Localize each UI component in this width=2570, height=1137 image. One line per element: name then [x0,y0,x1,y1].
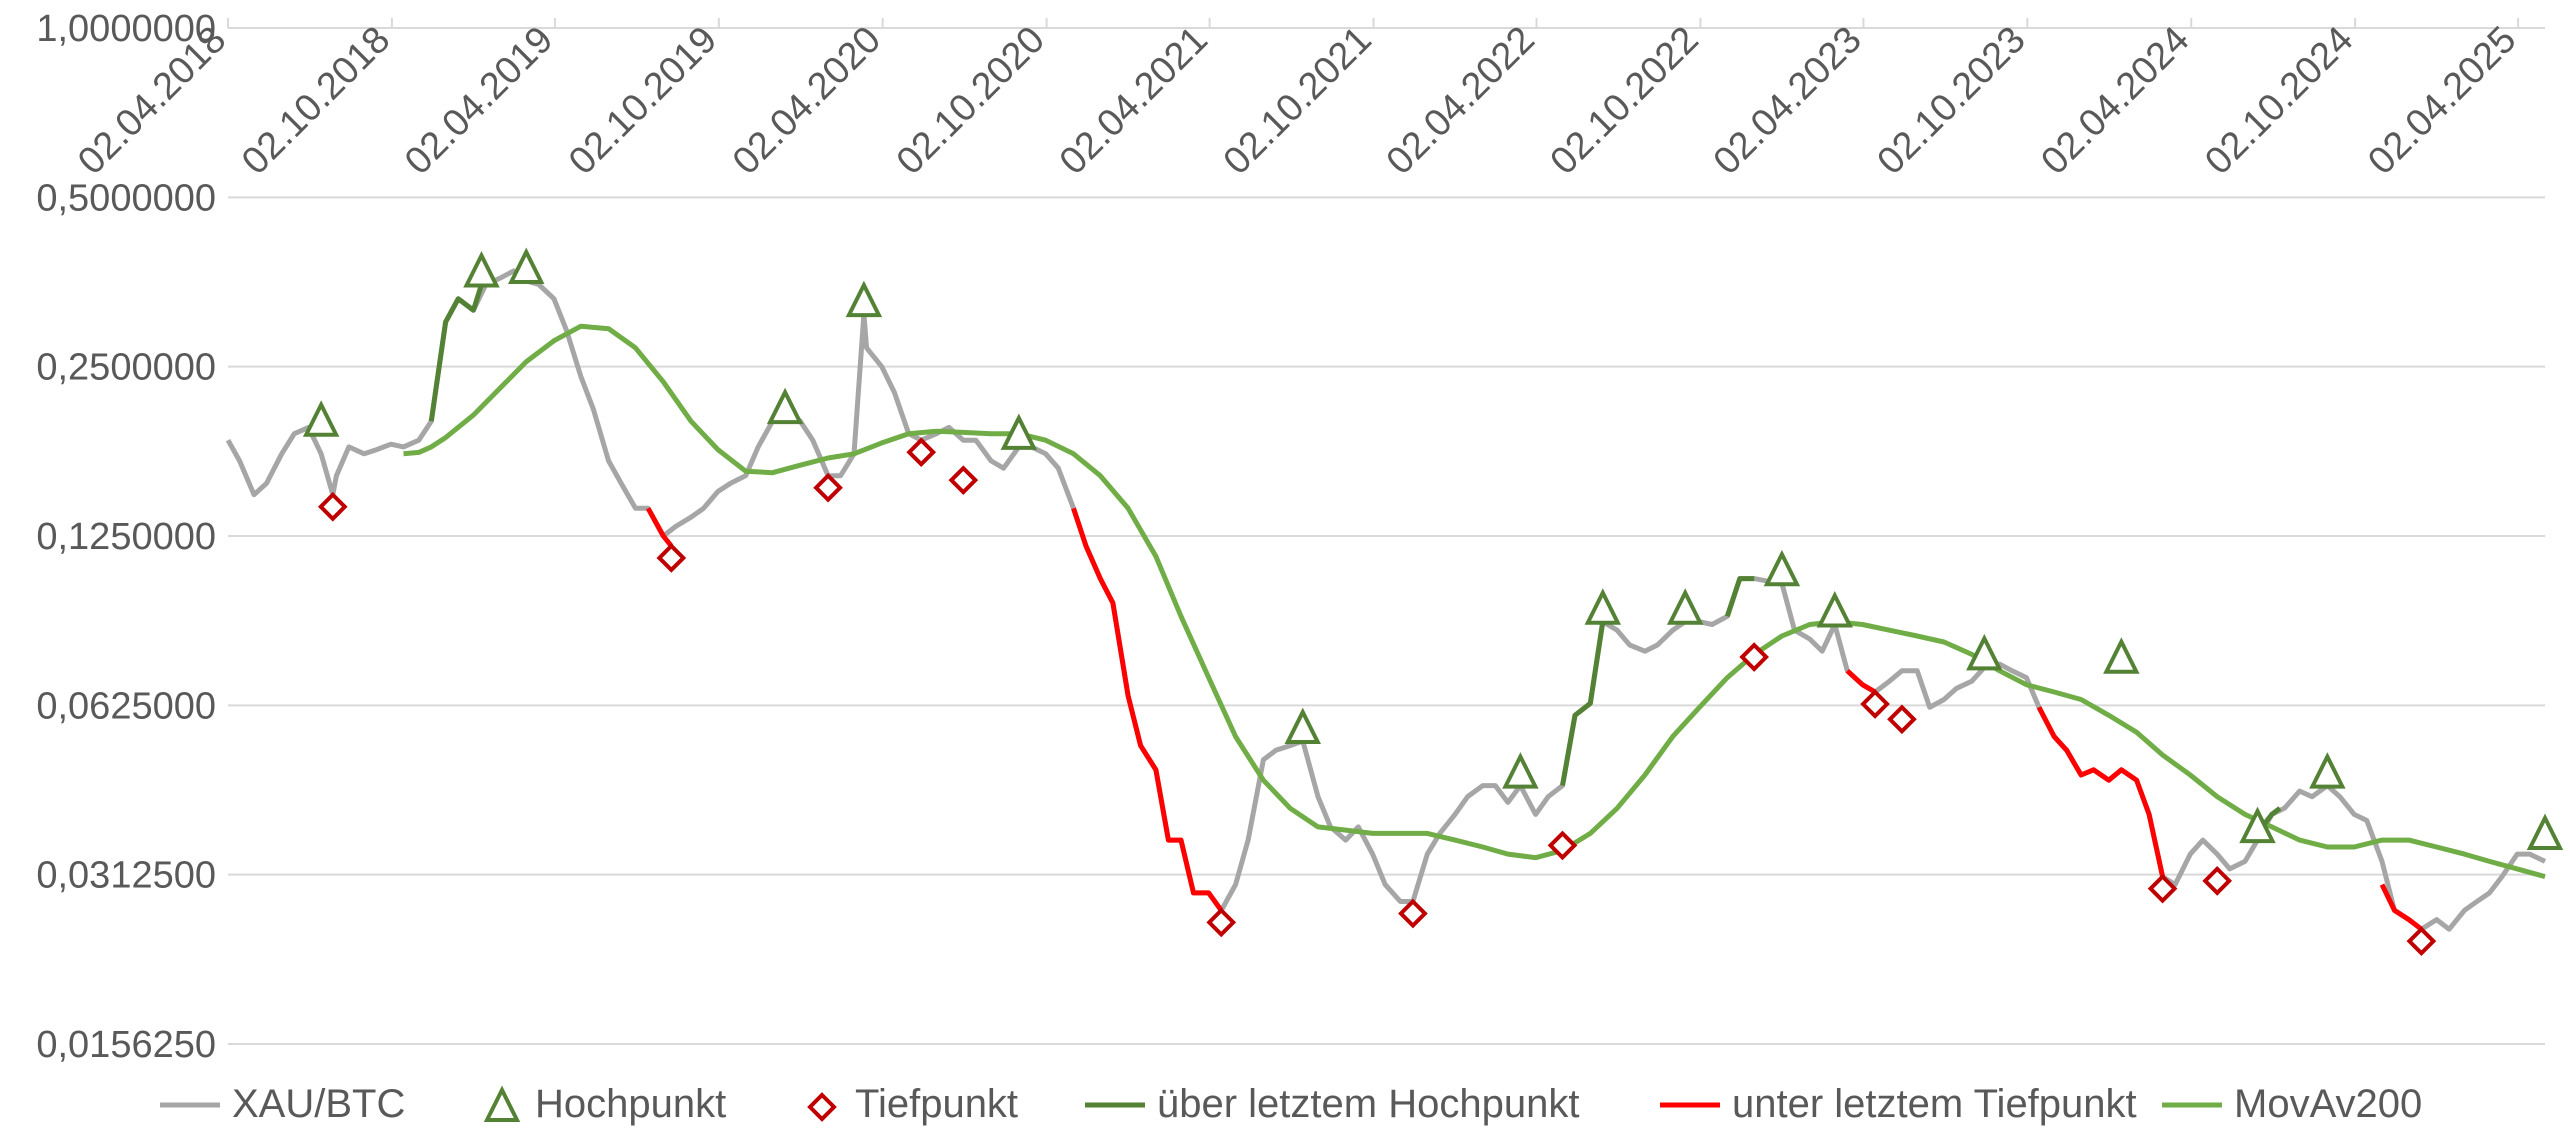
legend-label: Tiefpunkt [855,1082,1018,1126]
series-line-below-low [645,507,674,548]
series-line-below-low [1845,668,1877,695]
x-tick-label: 02.10.2024 [2197,19,2361,183]
y-axis-ticks: 1,0000000 0,5000000 0,2500000 0,1250000 0,06… [36,8,216,1066]
legend-label: über letztem Hochpunkt [1157,1082,1579,1126]
hochpunkt-marker [1502,752,1539,789]
tiefpunkt-marker [317,491,348,522]
legend-label: unter letztem Tiefpunkt [1732,1082,2137,1126]
x-tick-label: 02.04.2019 [397,19,561,183]
y-tick-label: 0,5000000 [36,177,216,219]
series-layer [225,268,2547,932]
y-tick-label: 0,1250000 [36,516,216,558]
hochpunkt-marker [508,247,545,285]
hochpunkt-marker [1284,707,1321,745]
hochpunkt-marker [2309,752,2346,789]
tiefpunkt-marker [2147,873,2178,904]
tiefpunkt-marker [1398,898,1428,929]
legend-item-price: XAU/BTC [160,1082,405,1126]
y-tick-label: 1,0000000 [36,8,216,50]
tiefpunkt-marker [906,437,937,468]
series-line-above-high [1560,621,1606,787]
series-line-below-low [2379,883,2423,932]
tiefpunkt-marker [948,465,979,496]
legend-label: Hochpunkt [535,1082,726,1126]
legend-label: MovAv200 [2234,1082,2422,1126]
series-line-above-high [1724,576,1755,618]
x-tick-label: 02.04.2021 [1052,19,1216,183]
legend-item-below_low: unter letztem Tiefpunkt [1660,1082,2137,1126]
series-line-below-low [1071,507,1224,912]
hochpunkt-marker [1966,633,2003,671]
tiefpunkt-marker [1206,907,1237,938]
x-tick-label: 02.10.2023 [1870,19,2034,183]
legend-label: XAU/BTC [232,1082,405,1126]
marker-layer [302,247,2564,957]
tiefpunkt-marker [1887,704,1917,735]
x-tick-label: 02.04.2025 [2360,19,2524,183]
legend-item-above_high: über letztem Hochpunkt [1085,1082,1579,1126]
series-line-above-high [428,283,484,422]
hochpunkt-marker [1584,588,1622,625]
hochpunkt-marker [2103,637,2140,674]
legend: XAU/BTC Hochpunkt Tiefpunkt über letztem Ho… [160,1082,2422,1126]
tiefpunkt-marker [1739,642,1769,672]
y-tick-label: 0,0312500 [36,855,216,897]
x-tick-label: 02.04.2023 [1706,19,1870,183]
x-tick-label: 02.10.2020 [889,19,1053,183]
tiefpunkt-marker [1547,830,1578,861]
tiefpunkt-marker [813,472,843,503]
y-tick-label: 0,0625000 [36,685,216,727]
series-line-movav200 [403,323,2546,880]
tiefpunkt-marker [656,543,687,573]
x-tick-label: 02.10.2022 [1543,19,1707,183]
legend-item-low: Tiefpunkt [807,1082,1018,1126]
y-tick-label: 0,2500000 [36,347,216,389]
x-tick-label: 02.04.2022 [1379,19,1543,183]
tiefpunkt-marker [1860,689,1890,719]
hochpunkt-marker [845,280,883,318]
hochpunkt-marker [2526,813,2564,850]
hochpunkt-marker [766,387,804,425]
x-tick-label: 02.10.2019 [561,19,725,183]
hochpunkt-marker [302,400,340,437]
grid-layer [228,27,2545,1045]
hochpunkt-marker [1816,591,1853,628]
legend-tiefpunkt-icon [807,1092,837,1122]
hochpunkt-marker [463,250,500,288]
series-line-xau-btc [225,268,2547,932]
hochpunkt-marker [1000,413,1038,450]
x-tick-label: 02.10.2018 [234,19,398,183]
x-tick-label: 02.04.2020 [725,19,889,183]
legend-item-movav: MovAv200 [2162,1082,2422,1126]
x-tick-label: 02.04.2024 [2033,19,2197,183]
tiefpunkt-marker [2406,926,2437,957]
series-line-below-low [2036,706,2166,878]
hochpunkt-marker [1666,588,1704,625]
tiefpunkt-marker [2202,866,2233,896]
legend-item-high: Hochpunkt [483,1082,726,1126]
hochpunkt-marker [2239,806,2276,844]
y-tick-label: 0,0156250 [36,1024,216,1066]
x-tick-label: 02.10.2021 [1216,19,1380,183]
hochpunkt-marker [1763,549,1801,587]
legend-hochpunkt-icon [483,1085,521,1122]
